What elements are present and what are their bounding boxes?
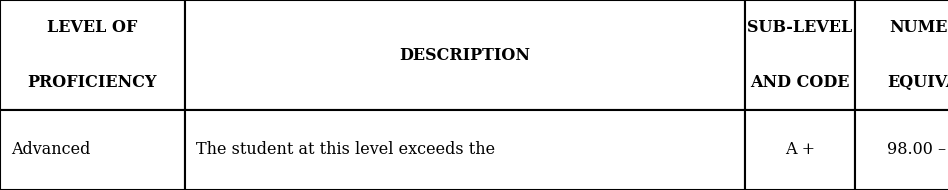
Bar (185, 0, 745, 110)
Bar (745, 110, 855, 190)
Bar (745, 0, 855, 110)
Bar (185, 110, 745, 190)
Text: Advanced: Advanced (11, 142, 91, 158)
Text: DESCRIPTION: DESCRIPTION (399, 47, 531, 63)
Bar (0, 0, 185, 110)
Text: 98.00 – 100.00: 98.00 – 100.00 (887, 142, 948, 158)
Text: LEVEL OF

PROFICIENCY: LEVEL OF PROFICIENCY (27, 19, 157, 91)
Bar (855, 0, 948, 110)
Text: A +: A + (785, 142, 815, 158)
Text: The student at this level exceeds the: The student at this level exceeds the (196, 142, 496, 158)
Text: SUB-LEVEL

AND CODE: SUB-LEVEL AND CODE (747, 19, 852, 91)
Text: NUMERICAL

EQUIVALENT: NUMERICAL EQUIVALENT (887, 19, 948, 91)
Bar (0, 110, 185, 190)
Bar (855, 110, 948, 190)
